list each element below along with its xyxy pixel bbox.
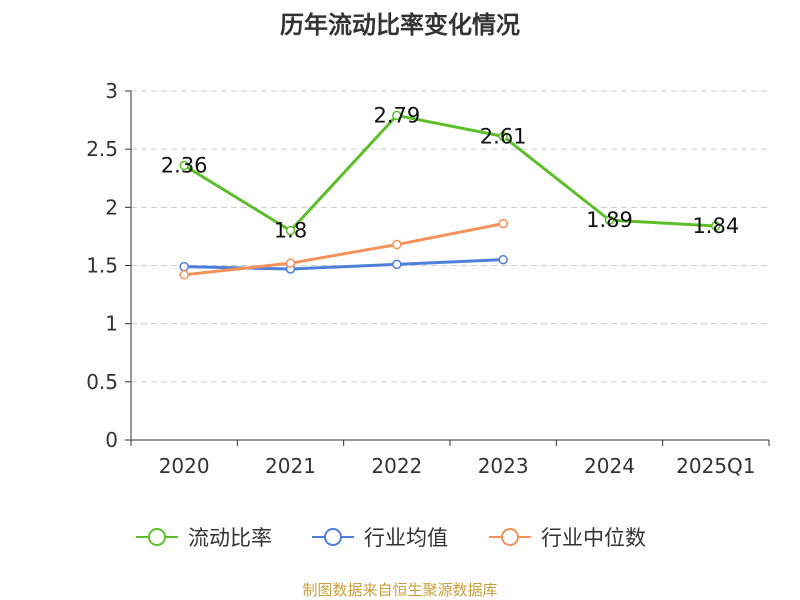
x-tick-label: 2020: [159, 454, 210, 478]
y-tick-label: 0: [105, 428, 118, 452]
series-line: [183, 113, 716, 233]
chart-title: 历年流动比率变化情况: [280, 11, 520, 39]
y-tick-label: 1.5: [86, 254, 118, 278]
data-point[interactable]: [392, 110, 402, 121]
x-tick-label: 2025Q1: [676, 454, 755, 478]
data-point[interactable]: [498, 131, 508, 142]
grid-lines: [131, 90, 769, 383]
data-point[interactable]: [285, 258, 296, 268]
series-line: [184, 222, 504, 277]
data-point[interactable]: [498, 254, 508, 265]
data-point[interactable]: [179, 261, 189, 272]
legend-marker[interactable]: [148, 528, 166, 546]
legend-marker[interactable]: [501, 528, 519, 546]
data-label: 1.89: [586, 208, 633, 232]
y-tick-label: 3: [105, 79, 118, 103]
data-point[interactable]: [604, 215, 615, 225]
source-note: 制图数据来自恒生聚源数据库: [302, 581, 497, 599]
y-tick-label: 1: [105, 312, 118, 336]
x-tick-label: 2023: [478, 454, 529, 478]
data-label: 1.84: [692, 214, 739, 238]
data-label: 2.36: [161, 153, 208, 177]
data-label: 2.61: [480, 124, 527, 148]
data-point[interactable]: [392, 259, 402, 270]
x-tick-label: 2021: [265, 454, 316, 478]
legend-marker[interactable]: [324, 528, 342, 546]
y-tick-label: 2: [105, 195, 118, 219]
data-point[interactable]: [711, 221, 721, 231]
legend-label[interactable]: 流动比率: [188, 526, 272, 550]
data-point[interactable]: [285, 225, 296, 236]
data-point[interactable]: [179, 160, 189, 171]
data-label: 1.8: [274, 219, 307, 243]
data-label: 2.79: [373, 103, 420, 127]
legend[interactable]: 流动比率 行业均值 行业中位数: [136, 526, 646, 550]
legend-label[interactable]: 行业均值: [364, 526, 448, 550]
x-tick-label: 2024: [584, 454, 635, 478]
data-labels: 2.36 1.8 2.79 2.61 1.89 1.84: [161, 103, 739, 242]
axes: 0 0.5 1 1.5 2 2.5 3 2020 2021 2022 2023 2024 2025Q1: [86, 79, 770, 478]
series-line: [184, 258, 504, 271]
series-group: [179, 110, 721, 280]
legend-label[interactable]: 行业中位数: [541, 526, 646, 550]
x-tick-label: 2022: [371, 454, 422, 478]
y-tick-label: 0.5: [86, 370, 118, 394]
data-point[interactable]: [392, 239, 402, 250]
data-point[interactable]: [179, 270, 189, 280]
y-tick-label: 2.5: [86, 137, 118, 161]
data-point[interactable]: [498, 218, 508, 229]
